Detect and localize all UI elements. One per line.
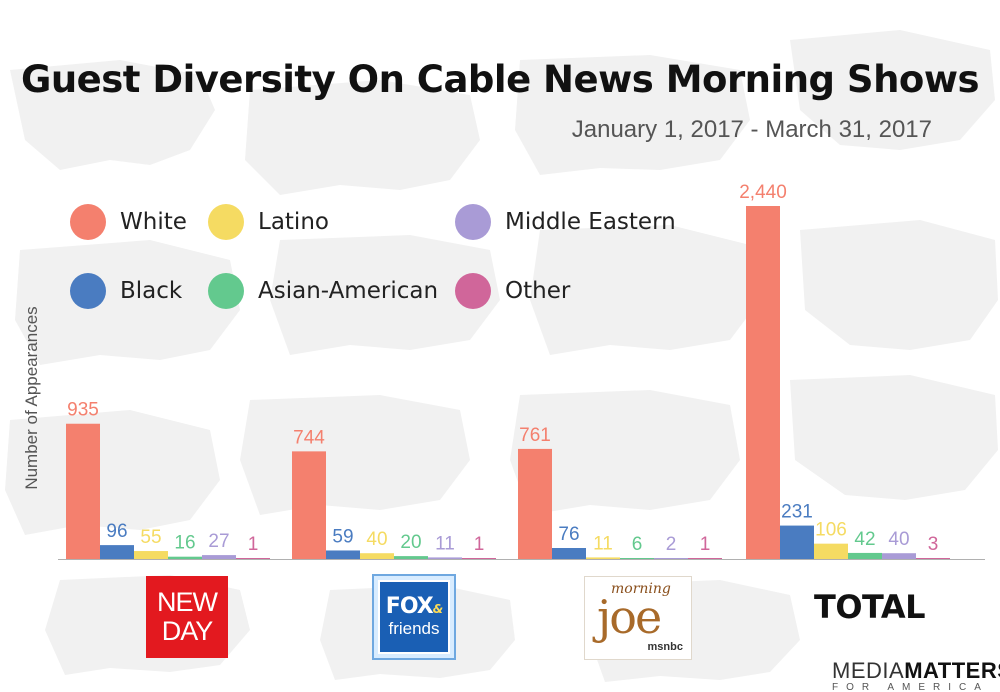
legend-swatch-white [70,204,106,240]
bar-fox-friends-other [462,558,496,559]
bar-fox-friends-middle-eastern [428,557,462,559]
data-label-new-day-middle-eastern: 27 [208,531,229,552]
bar-total-latino [814,543,848,559]
bar-fox-friends-white [292,451,326,559]
fox-and-friends-logo: FOX& friends [372,574,456,660]
media-matters-logo-prefix: MEDIA [832,658,905,683]
legend-label-middle-eastern: Middle Eastern [505,209,676,235]
legend-item-middle-eastern: Middle Eastern [455,204,676,240]
new-day-logo-line2: DAY [161,616,214,646]
data-label-new-day-white: 935 [67,400,99,421]
bar-fox-friends-black [326,550,360,559]
data-label-total-middle-eastern: 40 [888,529,909,550]
bar-new-day-black [100,545,134,559]
morning-joe-logo: morning joe msnbc [584,576,692,660]
data-label-new-day-asian-american: 16 [174,533,195,554]
bar-new-day-white [66,423,100,559]
data-label-new-day-black: 96 [106,521,127,542]
data-label-morning-joe-other: 1 [700,534,711,555]
chart-subtitle: January 1, 2017 - March 31, 2017 [571,116,932,143]
legend-item-white: White [70,204,187,240]
bar-total-other [916,558,950,559]
fox-logo-friends: friends [388,619,440,638]
data-label-morning-joe-black: 76 [558,524,579,545]
media-matters-logo-sub: FOR AMERICA [832,682,989,692]
data-label-total-asian-american: 42 [854,529,875,550]
legend-label-asian-american: Asian-American [258,278,439,304]
data-label-new-day-other: 1 [248,534,259,555]
new-day-logo: NEW DAY [146,576,228,658]
data-label-fox-friends-middle-eastern: 11 [435,533,455,554]
data-label-fox-friends-asian-american: 20 [400,532,421,553]
media-matters-logo: MEDIAMATTERS FOR AMERICA [832,658,1000,692]
data-label-morning-joe-latino: 11 [593,533,613,554]
legend-item-asian-american: Asian-American [208,273,438,309]
chart-title: Guest Diversity On Cable News Morning Sh… [20,58,980,101]
bar-fox-friends-latino [360,553,394,559]
legend-swatch-middle-eastern [455,204,491,240]
morning-joe-logo-morning: morning [611,581,671,597]
msnbc-logo: msnbc [647,641,683,653]
data-label-fox-friends-white: 744 [293,427,325,448]
bar-new-day-other [236,558,270,559]
legend-swatch-asian-american [208,273,244,309]
new-day-logo-line1: NEW [157,587,218,617]
media-matters-logo-bold: MATTERS [904,658,1000,683]
fox-logo-fox: FOX [385,594,434,619]
data-label-fox-friends-black: 59 [332,526,353,547]
morning-joe-logo-joe: joe [597,590,662,644]
legend-swatch-other [455,273,491,309]
legend-item-other: Other [455,273,570,309]
bar-new-day-latino [134,551,168,559]
bar-total-white [746,206,780,559]
data-label-total-white: 2,440 [739,182,787,203]
fox-logo-amp: & [432,602,444,616]
bar-morning-joe-black [552,548,586,559]
fox-and-friends-logo-inner: FOX& friends [378,580,450,654]
bar-fox-friends-asian-american [394,556,428,559]
legend-label-other: Other [505,278,571,304]
total-category-label: TOTAL [814,588,926,626]
bar-new-day-middle-eastern [202,555,236,559]
legend-swatch-black [70,273,106,309]
bar-new-day-asian-american [168,556,202,559]
bar-morning-joe-latino [586,557,620,559]
bar-morning-joe-white [518,448,552,559]
data-label-morning-joe-white: 761 [519,425,551,446]
legend-label-black: Black [120,278,183,304]
bar-morning-joe-other [688,558,722,559]
bar-total-black [780,525,814,559]
bar-morning-joe-middle-eastern [654,558,688,559]
legend-item-latino: Latino [208,204,329,240]
data-label-new-day-latino: 55 [140,527,161,548]
data-label-total-black: 231 [781,502,813,523]
bar-total-middle-eastern [882,553,916,559]
media-matters-logo-top: MEDIAMATTERS [832,658,1000,683]
legend-swatch-latino [208,204,244,240]
bar-total-asian-american [848,552,882,559]
data-label-fox-friends-latino: 40 [366,529,387,550]
legend-label-latino: Latino [258,209,329,235]
fox-logo-word: FOX& [385,594,444,620]
data-label-morning-joe-asian-american: 6 [632,534,643,555]
bar-morning-joe-asian-american [620,558,654,559]
legend-label-white: White [120,209,187,235]
data-label-total-latino: 106 [815,520,847,541]
data-label-fox-friends-other: 1 [474,534,485,555]
data-label-morning-joe-middle-eastern: 2 [666,534,677,555]
legend-item-black: Black [70,273,182,309]
data-label-total-other: 3 [928,534,939,555]
